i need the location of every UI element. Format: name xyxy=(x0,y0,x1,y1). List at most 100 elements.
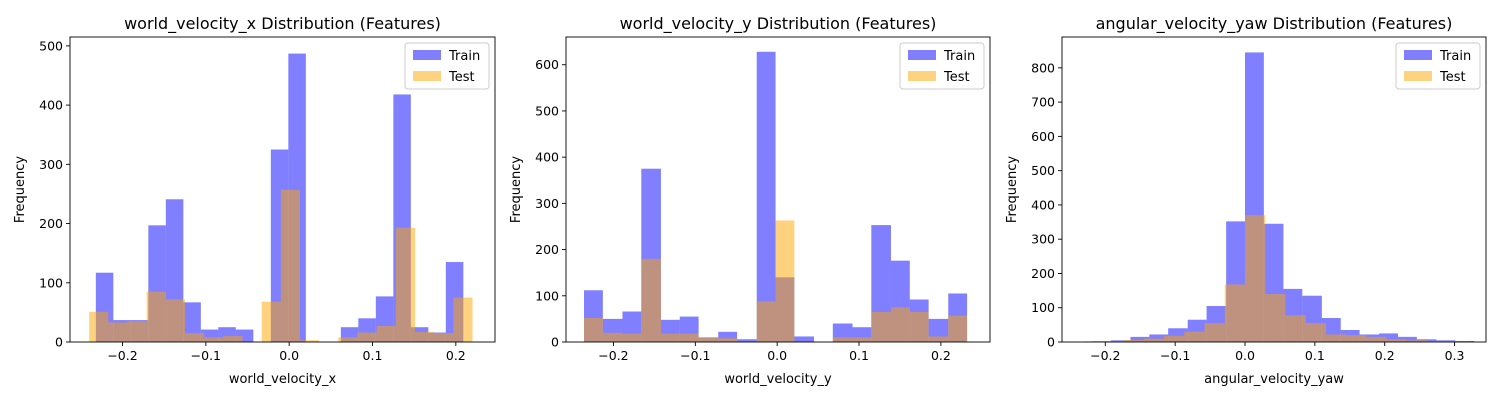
x-tick-label: 0.2 xyxy=(931,348,951,363)
histogram-bar xyxy=(1305,323,1327,342)
histogram-bar xyxy=(928,318,949,342)
x-tick-label: −0.1 xyxy=(1160,348,1190,363)
y-tick-label: 0 xyxy=(55,335,63,350)
legend-swatch xyxy=(413,71,441,81)
histogram-bar xyxy=(261,301,281,342)
axes-frame xyxy=(565,36,991,343)
histogram-bar xyxy=(622,333,642,342)
histogram-bar xyxy=(871,311,891,342)
x-tick-label: 0.1 xyxy=(363,348,383,363)
y-tick-label: 400 xyxy=(1031,197,1055,212)
y-tick-label: 300 xyxy=(39,157,63,172)
histogram-bar xyxy=(1407,340,1428,342)
histogram-bar xyxy=(1447,340,1468,342)
y-tick-label: 200 xyxy=(39,216,63,231)
y-tick-label: 600 xyxy=(1031,129,1055,144)
bars xyxy=(584,51,968,342)
x-tick-label: 0.3 xyxy=(1445,348,1465,363)
legend-label: Train xyxy=(1439,49,1471,64)
x-tick-label: 0.1 xyxy=(1305,348,1325,363)
legend-swatch xyxy=(1404,71,1432,81)
histogram-bar xyxy=(1427,340,1448,342)
legend-swatch xyxy=(413,50,441,60)
y-tick-label: 200 xyxy=(535,242,559,257)
histogram-bar xyxy=(376,326,396,342)
y-tick-label: 100 xyxy=(39,275,63,290)
histogram-bar xyxy=(165,299,185,342)
histogram-bar xyxy=(223,336,243,342)
x-axis-label: world_velocity_x xyxy=(229,372,337,387)
y-tick-label: 100 xyxy=(1031,300,1055,315)
y-tick-label: 600 xyxy=(535,57,559,72)
y-tick-label: 0 xyxy=(1047,335,1055,350)
histogram-bar xyxy=(453,297,473,342)
y-tick-label: 700 xyxy=(1031,95,1055,110)
histogram-bar xyxy=(909,311,929,342)
histogram-bar xyxy=(1184,331,1205,342)
x-tick-label: −0.2 xyxy=(107,348,137,363)
x-tick-label: −0.2 xyxy=(598,348,628,363)
x-tick-label: 0.1 xyxy=(849,348,869,363)
histogram-bar xyxy=(357,332,377,342)
histogram-bar xyxy=(1123,339,1144,342)
histogram-bar xyxy=(108,322,128,342)
histogram-bar xyxy=(1366,336,1387,342)
histogram-bar xyxy=(1130,336,1150,342)
histogram-bar xyxy=(660,333,680,342)
histogram-bar xyxy=(1346,335,1367,342)
histogram-bar xyxy=(718,338,738,342)
y-tick-label: 500 xyxy=(1031,163,1055,178)
histogram-bar xyxy=(1386,339,1408,342)
chart-title: world_velocity_y Distribution (Features) xyxy=(620,14,937,34)
histogram-bar xyxy=(602,332,623,342)
histogram-bar xyxy=(737,339,757,342)
histogram-bar xyxy=(204,337,224,342)
series-test xyxy=(89,189,473,342)
histogram-bar xyxy=(1143,338,1164,342)
y-tick-label: 800 xyxy=(1031,60,1055,75)
histogram-bar xyxy=(127,321,147,342)
y-tick-label: 200 xyxy=(1031,266,1055,281)
histogram-bar xyxy=(1204,323,1225,342)
legend-swatch xyxy=(1404,50,1432,60)
y-tick-label: 100 xyxy=(535,288,559,303)
chart-title: angular_velocity_yaw Distribution (Featu… xyxy=(1096,14,1453,34)
legend-swatch xyxy=(908,71,936,81)
legend-label: Test xyxy=(943,70,970,85)
y-tick-label: 300 xyxy=(535,196,559,211)
x-tick-label: −0.2 xyxy=(1090,348,1120,363)
histogram-bar xyxy=(1224,284,1246,342)
x-tick-label: 0.0 xyxy=(767,348,787,363)
histogram-bar xyxy=(832,337,853,342)
chart-title: world_velocity_x Distribution (Features) xyxy=(124,14,441,34)
histogram-bar xyxy=(679,333,699,342)
histogram-bar xyxy=(756,51,776,342)
histogram-bar xyxy=(1245,215,1266,342)
histogram-bar xyxy=(434,333,454,342)
legend: Train Test xyxy=(1395,42,1481,90)
histogram-bar xyxy=(89,311,109,342)
histogram-bar xyxy=(146,291,166,342)
histogram-bar xyxy=(183,302,201,342)
histogram-bar xyxy=(338,337,358,342)
legend-label: Train xyxy=(943,49,975,64)
histogram-bar xyxy=(1265,294,1286,342)
histogram-bar xyxy=(584,317,603,342)
legend-label: Test xyxy=(448,70,475,85)
legend-swatch xyxy=(908,50,936,60)
x-tick-label: 0.2 xyxy=(446,348,466,363)
series-test xyxy=(1082,215,1468,342)
y-tick-label: 500 xyxy=(39,38,63,53)
histogram-bar xyxy=(794,336,815,342)
y-tick-label: 300 xyxy=(1031,232,1055,247)
histogram-bar xyxy=(395,227,415,342)
y-tick-label: 0 xyxy=(551,335,559,350)
histogram-bar xyxy=(852,337,872,342)
y-tick-label: 500 xyxy=(535,103,559,118)
x-axis-label: world_velocity_y xyxy=(724,372,832,387)
legend-label: Train xyxy=(448,49,480,64)
histogram-bar xyxy=(1379,333,1398,342)
y-axis-label: Frequency xyxy=(13,156,28,223)
histogram-bar xyxy=(1285,315,1306,342)
